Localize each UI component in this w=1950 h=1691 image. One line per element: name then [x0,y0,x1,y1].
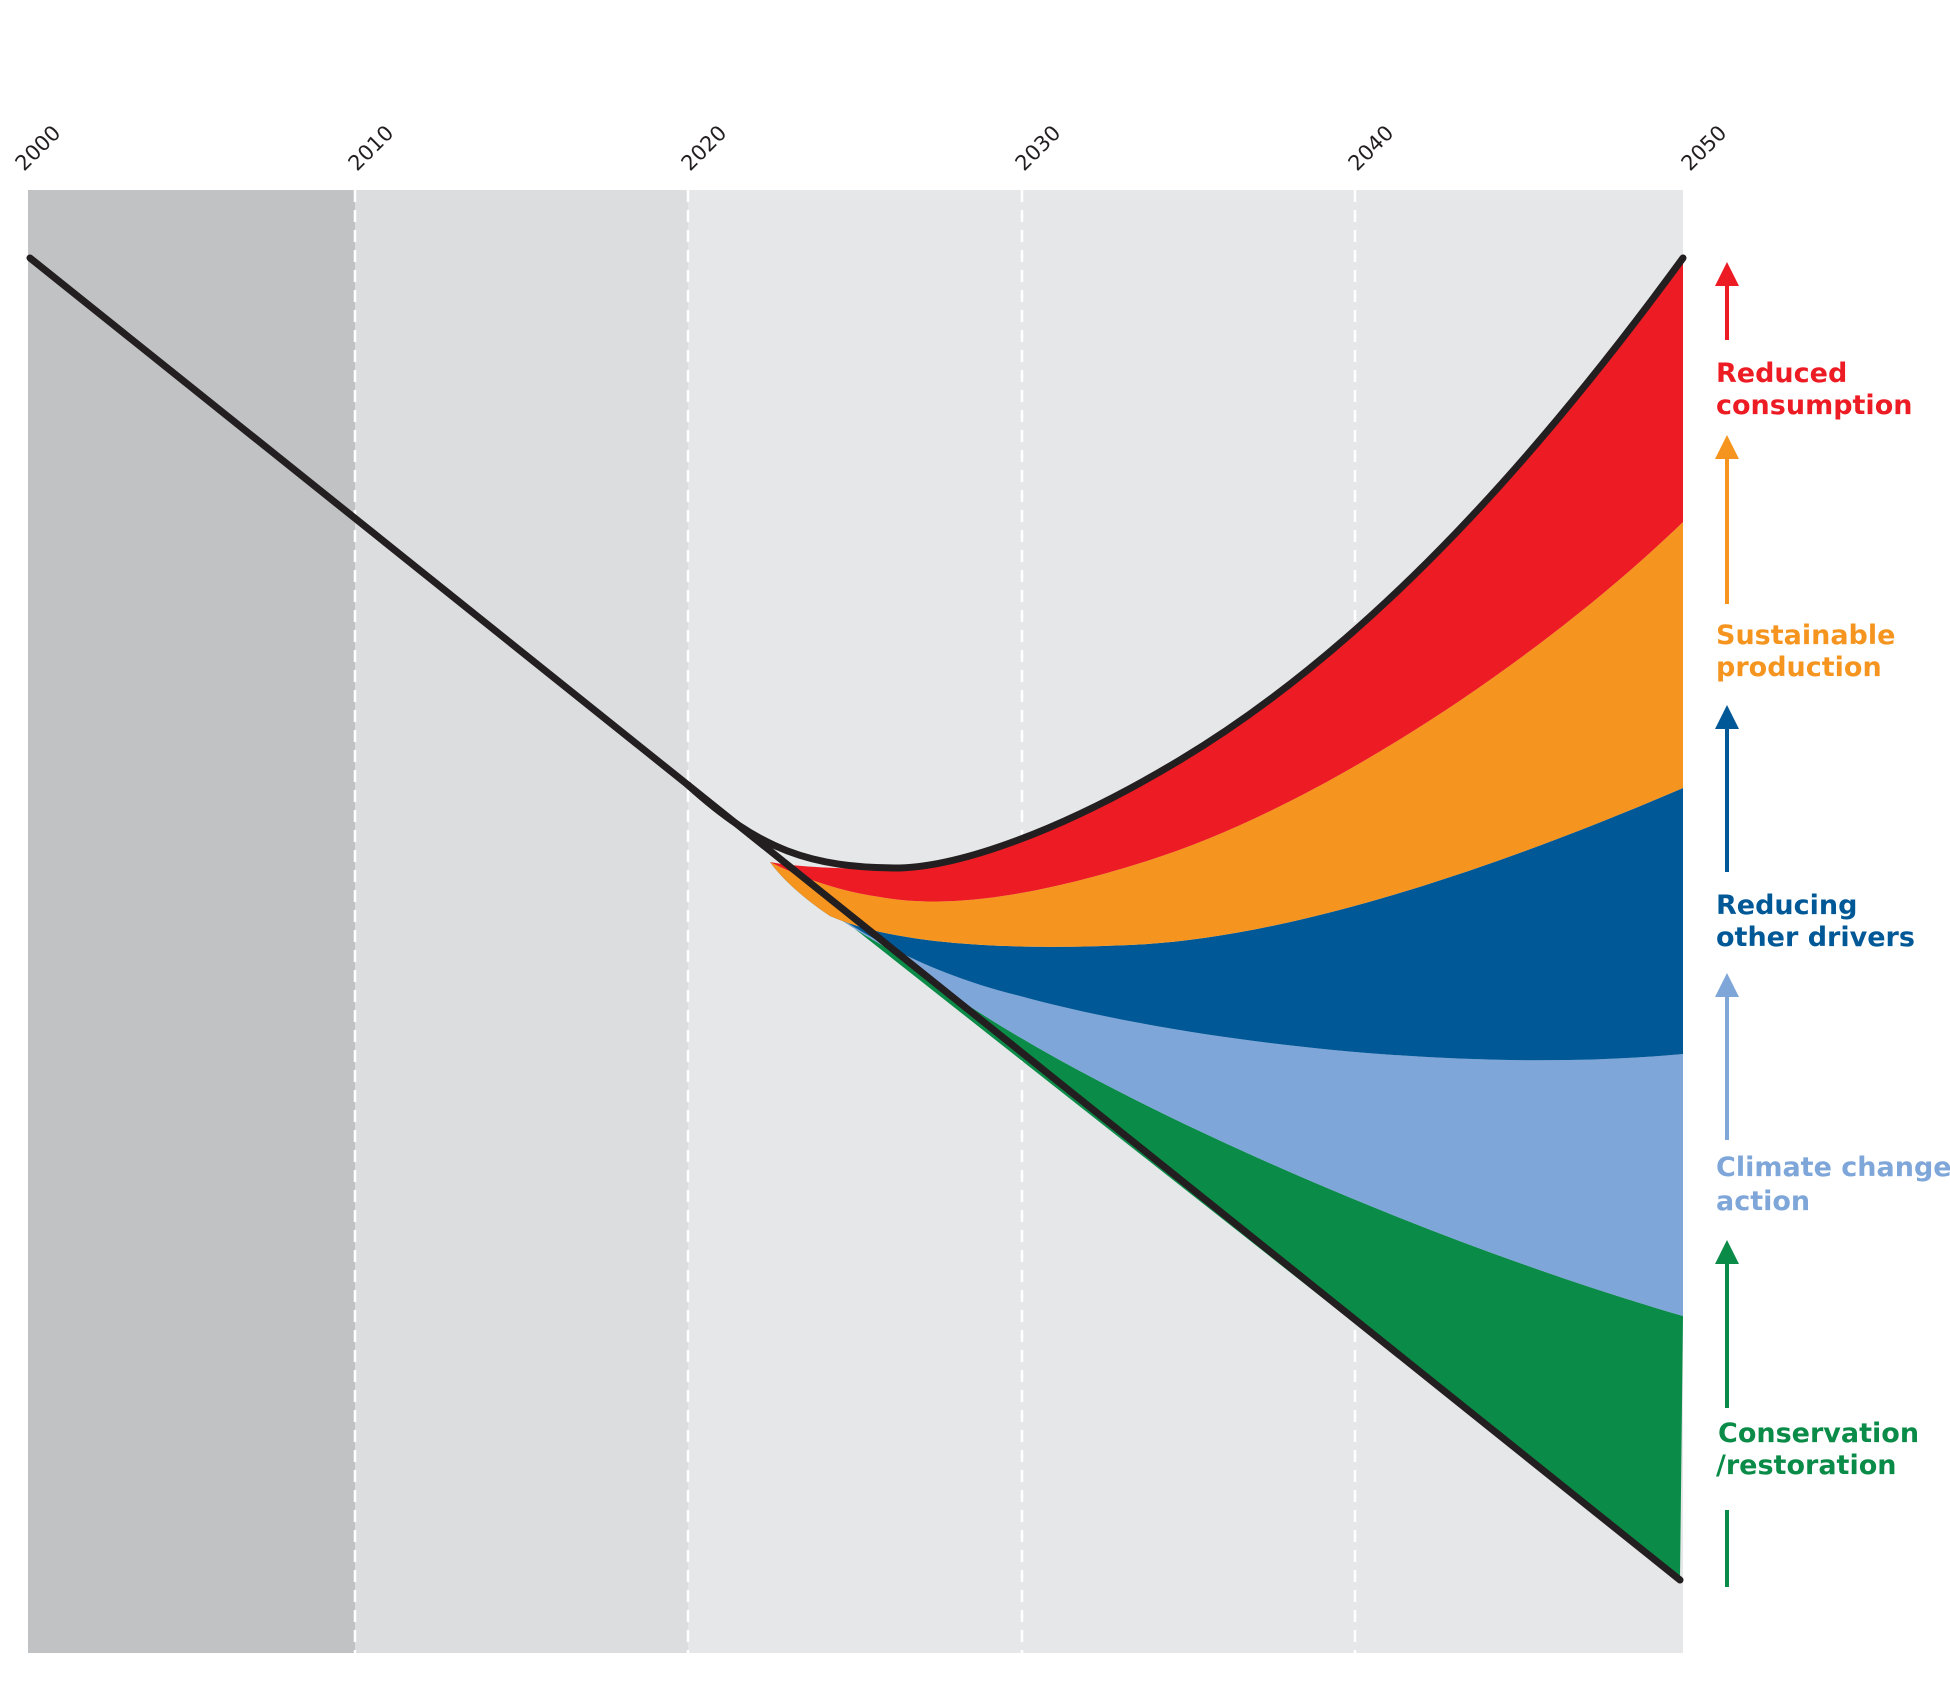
legend-label-reducing-other-drivers: Reducing other drivers [1716,890,1915,953]
business-as-usual-line [684,781,1684,1584]
legend-label-line: production [1716,652,1882,683]
legend-label-reduced-consumption: Reduced consumption [1716,358,1912,421]
legend-label-line: /restoration [1716,1450,1896,1481]
legend-item-conservation-restoration: Conservation /restoration [1715,1240,1928,1587]
panel-2010s [355,190,688,1653]
panel-2000s [28,190,355,1653]
legend-label-sustainable-production: Sustainable production [1716,620,1905,683]
x-tick-label-2040: 2040 [1344,121,1399,176]
legend-item-sustainable-production: Sustainable production [1715,435,1905,683]
band-sustainable-production [770,522,1683,947]
band-reducing-other-drivers [770,788,1683,1061]
x-tick-label-2020: 2020 [677,121,732,176]
trend-lines [26,254,1687,1584]
x-tick-label-2000: 2000 [11,121,66,176]
arrow-up-icon [1715,262,1739,286]
historical-trend-line [26,254,692,789]
arrow-up-icon [1715,435,1739,459]
arrow-up-icon [1715,973,1739,997]
legend-label-line: Reduced [1716,358,1847,389]
x-tick-label-2050: 2050 [1677,121,1732,176]
arrow-up-icon [1715,705,1739,729]
x-tick-label-2010: 2010 [344,121,399,176]
legend-item-reducing-other-drivers: Reducing other drivers [1715,705,1915,953]
legend-item-climate-change-action: Climate change action [1715,973,1950,1217]
legend-label-line: other drivers [1716,922,1915,953]
arrow-up-icon [1715,1240,1739,1264]
x-tick-label-2030: 2030 [1011,121,1066,176]
legend-label-line: Reducing [1716,890,1857,921]
legend: Reduced consumption Sustainable producti… [1715,262,1950,1587]
legend-label-climate-change-action: Climate change action [1716,1152,1950,1217]
legend-label-line: Sustainable [1716,620,1895,651]
band-climate-change-action [770,862,1683,1316]
legend-label-line: Conservation [1718,1418,1919,1449]
legend-item-reduced-consumption: Reduced consumption [1715,262,1912,421]
bend-the-curve-line [684,254,1687,872]
legend-label-conservation-restoration: Conservation /restoration [1716,1418,1928,1481]
legend-label-line: action [1716,1186,1810,1217]
legend-label-line: consumption [1716,390,1912,421]
x-axis: 2000 2010 2020 2030 2040 2050 [11,121,1732,176]
band-reduced-consumption [770,258,1683,902]
legend-label-line: Climate change [1716,1152,1950,1183]
